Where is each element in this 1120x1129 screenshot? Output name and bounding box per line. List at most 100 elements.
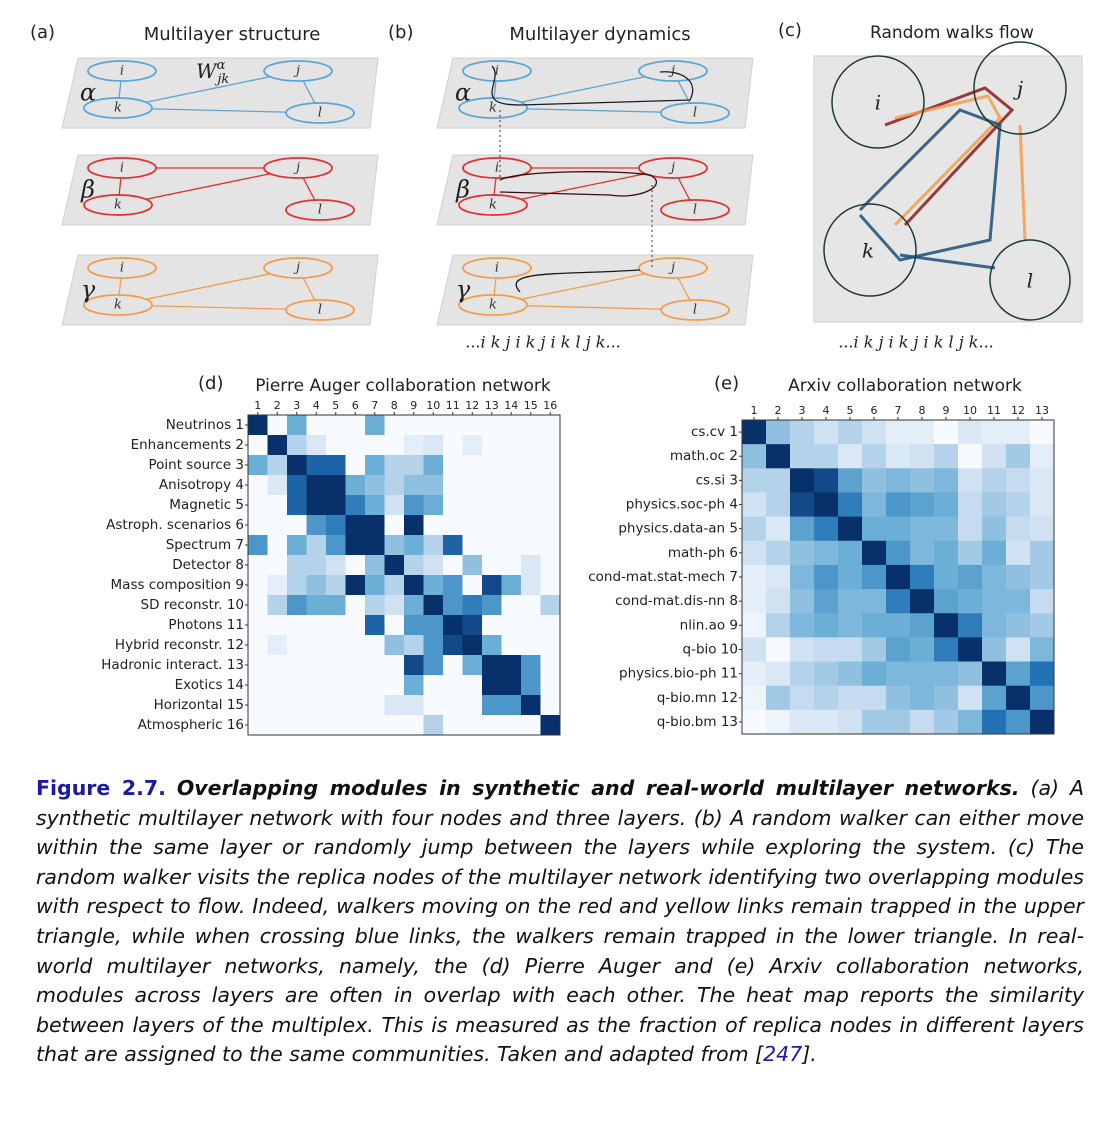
heatmap-cell xyxy=(934,662,959,687)
heatmap-cell xyxy=(862,517,887,542)
heatmap-cell xyxy=(346,495,366,516)
heatmap-cell xyxy=(521,475,541,496)
heatmap-cell xyxy=(1030,541,1055,566)
heatmap-cell xyxy=(268,415,288,436)
row-label: math.oc 2 xyxy=(670,448,738,464)
heatmap-cell xyxy=(910,686,935,711)
node-label: i xyxy=(120,64,124,79)
row-label: Exotics 14 xyxy=(175,677,244,693)
heatmap-cell xyxy=(814,444,839,469)
heatmap-cell xyxy=(482,475,502,496)
heatmap-cell xyxy=(982,662,1007,687)
heatmap-cell xyxy=(365,635,385,656)
heatmap-cell xyxy=(766,686,791,711)
heatmap-cell xyxy=(1006,468,1031,493)
x-tick-label: 12 xyxy=(1011,404,1025,417)
heatmap-cell xyxy=(910,589,935,614)
heatmap-cell xyxy=(268,595,288,616)
heatmap-cell xyxy=(385,695,405,716)
heatmap-cell xyxy=(502,595,522,616)
heatmap-cell xyxy=(521,515,541,536)
heatmap-cell xyxy=(790,492,815,517)
heatmap-cell xyxy=(482,435,502,456)
heatmap-cell xyxy=(268,695,288,716)
heatmap-cell xyxy=(346,415,366,436)
node-label: l xyxy=(693,303,697,318)
heatmap-cell xyxy=(268,615,288,636)
heatmap-cell xyxy=(541,555,561,576)
heatmap-cell xyxy=(424,435,444,456)
heatmap-cell xyxy=(814,589,839,614)
heatmap-cell xyxy=(443,715,463,736)
heatmap-cell xyxy=(838,613,863,638)
heatmap-cell xyxy=(346,575,366,596)
row-label: cond-mat.dis-nn 8 xyxy=(615,593,738,609)
heatmap-cell xyxy=(443,555,463,576)
heatmap-cell xyxy=(307,675,327,696)
heatmap-cell xyxy=(482,455,502,476)
heatmap-cell xyxy=(248,495,268,516)
reference: 247 xyxy=(763,1042,802,1066)
node-label: i xyxy=(495,161,499,176)
heatmap-cell xyxy=(287,455,307,476)
heatmap-cell xyxy=(541,415,561,436)
row-label: physics.bio-ph 11 xyxy=(619,666,738,682)
figure: (a) Multilayer structure (b) Multilayer … xyxy=(0,0,1120,760)
heatmap-cell xyxy=(248,635,268,656)
row-label: Photons 11 xyxy=(168,617,244,633)
heatmap-cell xyxy=(443,455,463,476)
x-tick-label: 7 xyxy=(371,399,378,412)
heatmap-cell xyxy=(790,565,815,590)
heatmap-cell xyxy=(385,675,405,696)
x-tick-label: 3 xyxy=(293,399,300,412)
heatmap-cell xyxy=(307,515,327,536)
heatmap-cell xyxy=(482,515,502,536)
heatmap-cell xyxy=(886,565,911,590)
heatmap-cell xyxy=(910,492,935,517)
heatmap-cell xyxy=(385,575,405,596)
heatmap-cell xyxy=(766,662,791,687)
row-label: Detector 8 xyxy=(172,557,244,573)
panel-label: (b) xyxy=(388,22,413,43)
heatmap-cell xyxy=(886,468,911,493)
figure-label: Figure 2.7. xyxy=(36,776,166,800)
heatmap-cell xyxy=(838,565,863,590)
heatmap-cell xyxy=(404,615,424,636)
panel-label: (c) xyxy=(778,20,802,41)
heatmap-cell xyxy=(424,675,444,696)
row-label: Mass composition 9 xyxy=(111,577,244,593)
heatmap-cell xyxy=(934,468,959,493)
x-tick-label: 12 xyxy=(465,399,479,412)
heatmap-cell xyxy=(404,575,424,596)
x-tick-label: 2 xyxy=(775,404,782,417)
heatmap-cell xyxy=(346,615,366,636)
heatmap-cell xyxy=(482,535,502,556)
heatmap-cell xyxy=(385,435,405,456)
row-label: math-ph 6 xyxy=(668,545,738,561)
heatmap-cell xyxy=(385,535,405,556)
row-label: Hadronic interact. 13 xyxy=(101,657,244,673)
heatmap-cell xyxy=(482,595,502,616)
heatmap-cell xyxy=(248,575,268,596)
heatmap-cell xyxy=(307,555,327,576)
heatmap-cell xyxy=(910,637,935,662)
heatmap-cell xyxy=(404,555,424,576)
heatmap-cell xyxy=(463,495,483,516)
heatmap-cell xyxy=(862,662,887,687)
heatmap-cell xyxy=(248,595,268,616)
heatmap-cell xyxy=(307,535,327,556)
heatmap-cell xyxy=(248,655,268,676)
heatmap-cell xyxy=(886,686,911,711)
heatmap-cell xyxy=(463,595,483,616)
heatmap-cell xyxy=(482,635,502,656)
heatmap-cell xyxy=(742,686,767,711)
heatmap-cell xyxy=(307,715,327,736)
heatmap-cell xyxy=(814,613,839,638)
heatmap-cell xyxy=(502,635,522,656)
heatmap-cell xyxy=(742,468,767,493)
heatmap-cell xyxy=(385,415,405,436)
heatmap-cell xyxy=(838,517,863,542)
row-label: Horizontal 15 xyxy=(154,697,244,713)
heatmap-cell xyxy=(287,695,307,716)
heatmap-cell xyxy=(521,635,541,656)
